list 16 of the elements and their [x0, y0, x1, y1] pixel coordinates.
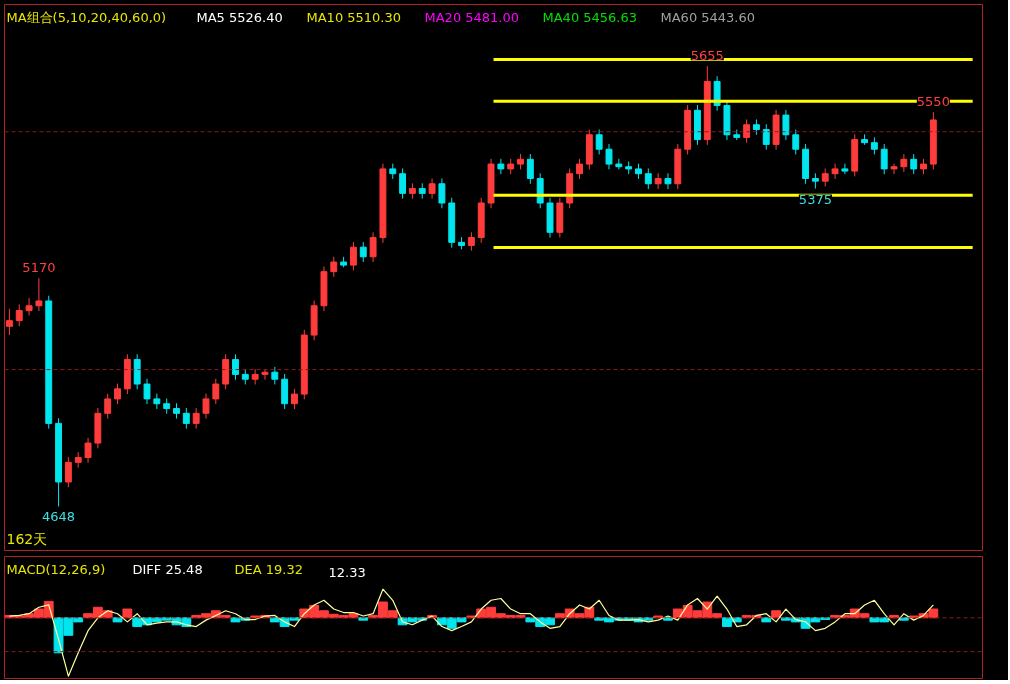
text: 12.33 — [328, 564, 366, 580]
annotation: 5655 — [690, 48, 724, 64]
text: DEA 19.32 — [234, 561, 303, 577]
annotation: 5375 — [798, 191, 832, 207]
annotation: 5550 — [916, 94, 950, 110]
annotation: 5170 — [22, 260, 56, 276]
text: DIFF 25.48 — [132, 561, 203, 577]
text: MA10 5510.30 — [306, 9, 402, 25]
text: MA20 5481.00 — [424, 9, 520, 25]
text: 162天 — [6, 530, 48, 547]
text: MA5 5526.40 — [196, 9, 283, 25]
annotation: 4648 — [42, 509, 76, 525]
text: MACD(12,26,9) — [6, 561, 106, 577]
text: MA40 5456.63 — [542, 9, 638, 25]
text: MA组合(5,10,20,40,60,0) — [6, 9, 167, 25]
text: MA60 5443.60 — [660, 9, 756, 25]
